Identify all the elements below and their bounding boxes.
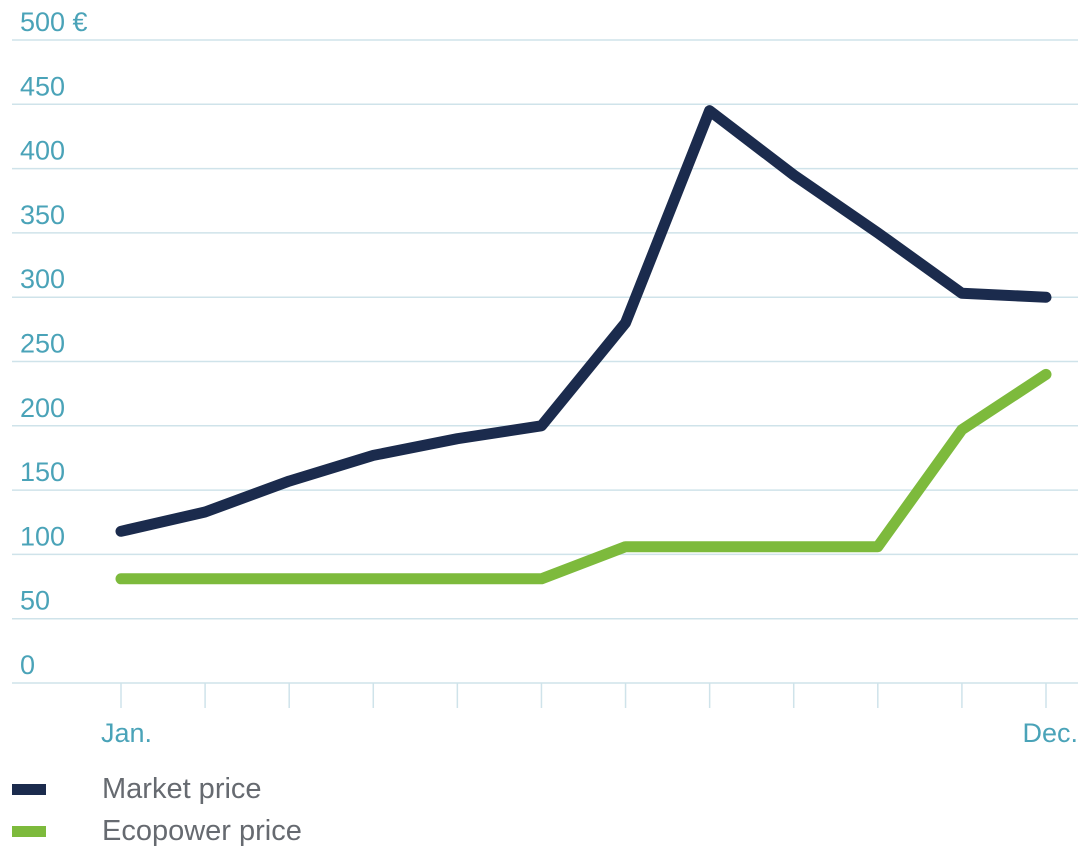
legend: Market price Ecopower price (12, 768, 302, 852)
x-tick-label-12: Dec. (1022, 718, 1078, 748)
x-axis-ticks (120, 683, 1047, 708)
y-tick-label-300: 300 (20, 264, 65, 294)
legend-label-market-price: Market price (102, 772, 262, 805)
y-tick-label-100: 100 (20, 521, 65, 551)
grid-lines (12, 39, 1078, 684)
x-tick-label-1: Jan. (101, 718, 152, 748)
y-tick-label-250: 250 (20, 329, 65, 359)
y-tick-label-0: 0 (20, 650, 35, 680)
series-line-ecopower-price (115, 368, 1052, 585)
y-tick-label-400: 400 (20, 136, 65, 166)
legend-item-market-price: Market price (12, 768, 302, 810)
legend-label-ecopower-price: Ecopower price (102, 814, 302, 847)
y-tick-label-200: 200 (20, 393, 65, 423)
y-tick-label-500: 500 € (20, 7, 88, 37)
y-tick-label-450: 450 (20, 71, 65, 101)
y-tick-label-50: 50 (20, 586, 50, 616)
x-axis-tick-labels: Jan. Dec. (101, 718, 1078, 748)
series-line-market-price (115, 105, 1052, 537)
legend-swatch-ecopower-price (12, 825, 46, 837)
legend-item-ecopower-price: Ecopower price (12, 810, 302, 852)
y-axis-tick-labels: 0 50 100 150 200 250 300 350 400 450 500 € (20, 7, 88, 680)
series-lines (115, 105, 1052, 585)
y-tick-label-350: 350 (20, 200, 65, 230)
legend-swatch-market-price (12, 783, 46, 795)
y-tick-label-150: 150 (20, 457, 65, 487)
